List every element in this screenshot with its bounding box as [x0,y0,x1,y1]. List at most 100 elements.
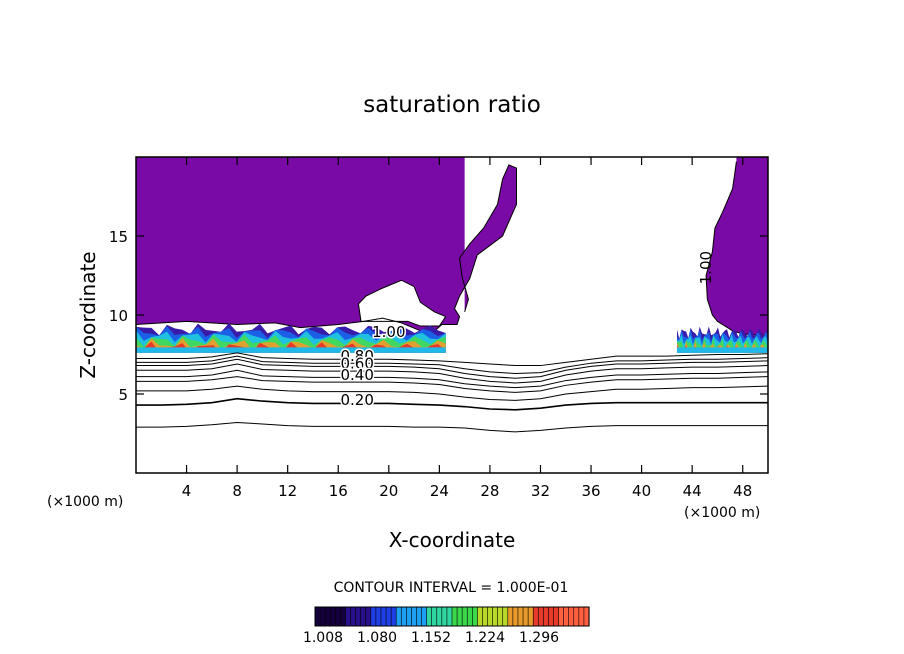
colorbar-segment [543,606,550,627]
colorbar-segment [329,606,336,627]
contour-line [136,376,768,393]
x-tick-label: 32 [531,482,550,500]
colorbar-segment [340,606,347,627]
x-tick-label: 36 [581,482,600,500]
contour-lines [136,352,768,433]
clear-air-pocket [357,279,447,327]
saturated-band-base [136,347,446,353]
y-tick-label: 5 [118,386,128,404]
z-unit-label: (×1000 m) [47,494,123,510]
contour-labels: 1.00 0.800.600.40 0.20 1.00 [339,251,715,411]
contour-line [136,421,768,433]
colorbar-segment [370,606,377,627]
colorbar-segment [426,606,433,627]
colorbar-segment [532,606,539,627]
colorbar-segment [319,606,326,627]
colorbar-segment [537,606,544,627]
contour-line [136,355,768,374]
y-tick-label: 15 [109,228,128,246]
x-tick-label: 24 [430,482,449,500]
colorbar-segment [477,606,484,627]
y-axis-ticks: 5 10 15 [109,228,768,404]
contour-label: 0.20 [340,391,373,409]
colorbar-segment [324,606,331,627]
x-tick-label: 20 [379,482,398,500]
colorbar [314,606,590,627]
x-tick-label: 28 [480,482,499,500]
colorbar-tick-label: 1.152 [411,630,451,646]
colorbar-segment [365,606,372,627]
colorbar-segment [583,606,590,627]
colorbar-tick-label: 1.008 [303,630,343,646]
colorbar-segment [512,606,519,627]
x-tick-label: 40 [632,482,651,500]
colorbar-segment [548,606,555,627]
x-tick-label: 16 [329,482,348,500]
x-tick-label: 48 [733,482,752,500]
colorbar-segment [350,606,357,627]
x-axis-label: X-coordinate [389,528,516,552]
x-tick-label: 4 [182,482,192,500]
contour-line [136,385,768,401]
colorbar-segment [390,606,397,627]
colorbar-segment [446,606,453,627]
contour-line [136,369,768,389]
colorbar-segment [451,606,458,627]
contour-line [136,358,768,379]
colorbar-segment [345,606,352,627]
colorbar-segment [461,606,468,627]
colorbar-segment [558,606,565,627]
colorbar-segment [441,606,448,627]
colorbar-segment [553,606,560,627]
colorbar-segment [385,606,392,627]
colorbar-segment [482,606,489,627]
x-unit-label: (×1000 m) [684,505,760,521]
upper-layer-left-region [136,157,517,333]
colorbar-frame [314,606,590,627]
contour-line [136,363,768,384]
upper-layer-right-edge [705,161,768,337]
colorbar-segment [406,606,413,627]
upper-layer-left-edge [136,164,517,333]
colorbar-segment [431,606,438,627]
x-tick-label: 12 [278,482,297,500]
contour-interval-text: CONTOUR INTERVAL = 1.000E-01 [334,580,569,596]
contour-label: 0.60 [340,355,373,373]
y-axis-label: Z-coordinate [76,251,100,378]
colorbar-tick-label: 1.296 [519,630,559,646]
colorbar-tick-label: 1.224 [465,630,505,646]
contour-label: 0.40 [340,366,373,384]
colorbar-segment [492,606,499,627]
contour-label: 1.00 [372,323,405,341]
colorbar-segment [411,606,418,627]
x-axis-ticks: 4 8 12 16 20 24 28 32 36 40 44 48 [182,157,752,500]
plot-area [136,157,768,353]
colorbar-segment [355,606,362,627]
colorbar-segment [380,606,387,627]
colorbar-segment [456,606,463,627]
colorbar-segment [527,606,534,627]
colorbar-segment [578,606,585,627]
x-tick-label: 44 [683,482,702,500]
saturated-band-base [676,347,768,353]
colorbar-segment [421,606,428,627]
saturated-band [676,326,768,353]
colorbar-segment [466,606,473,627]
contour-line [136,397,768,411]
colorbar-segment [573,606,580,627]
colorbar-segment [471,606,478,627]
colorbar-segment [436,606,443,627]
chart-title: saturation ratio [363,92,541,118]
colorbar-segment [314,606,321,627]
contour-line [136,352,768,367]
colorbar-segment [416,606,423,627]
colorbar-segment [563,606,570,627]
colorbar-segment [395,606,402,627]
contour-label: 1.00 [697,251,715,284]
saturated-band [136,323,446,353]
colorbar-tick-label: 1.080 [357,630,397,646]
upper-layer-right-region [706,157,768,336]
colorbar-segment [487,606,494,627]
x-tick-label: 8 [232,482,242,500]
